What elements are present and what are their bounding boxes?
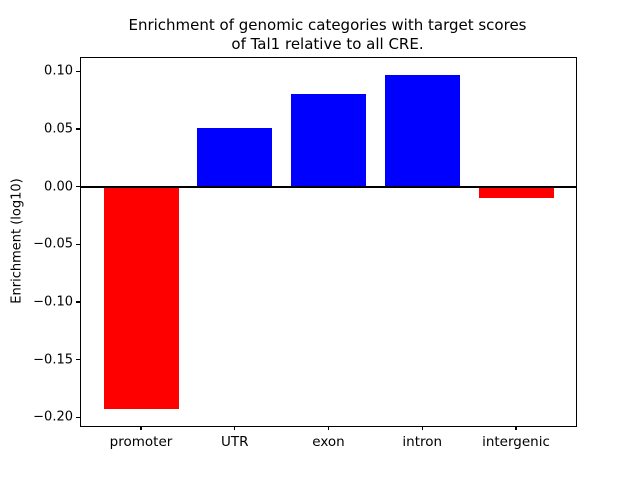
- y-tick-label: 0.10: [44, 63, 73, 79]
- y-tick-mark: [76, 301, 80, 303]
- x-tick-label-intergenic: intergenic: [482, 434, 550, 450]
- bar-UTR: [197, 127, 273, 187]
- y-tick-label: 0.05: [44, 121, 73, 137]
- x-tick-mark: [515, 426, 517, 430]
- y-tick-label: −0.10: [33, 294, 73, 310]
- x-tick-label-promoter: promoter: [109, 434, 173, 450]
- bar-promoter: [103, 186, 179, 410]
- y-tick-label: −0.20: [33, 409, 73, 425]
- bar-intergenic: [478, 186, 554, 198]
- y-tick-label: −0.05: [33, 236, 73, 252]
- bar-intron: [384, 74, 460, 187]
- plot-area: 0.10 0.05 0.00 −0.05 −0.10 −0.15 −0.20 promoter…: [33, 57, 577, 450]
- x-tick-mark: [327, 426, 330, 430]
- x-tick-label-exon: exon: [312, 434, 345, 450]
- x-tick-mark: [421, 426, 423, 430]
- y-axis-label: Enrichment (log10): [9, 178, 25, 304]
- chart-title-line-2: of Tal1 relative to all CRE.: [231, 35, 424, 53]
- x-tick-mark: [234, 426, 236, 430]
- y-tick-label: 0.00: [44, 179, 73, 195]
- x-tick-label-UTR: UTR: [220, 434, 249, 450]
- y-tick-mark: [76, 416, 80, 418]
- zero-baseline: [81, 185, 576, 188]
- x-tick-label-intron: intron: [402, 434, 443, 450]
- y-tick-mark: [76, 243, 80, 245]
- y-tick-label: −0.15: [33, 352, 73, 368]
- y-tick-mark: [76, 70, 80, 72]
- chart-title: Enrichment of genomic categories with ta…: [80, 16, 575, 54]
- y-tick-mark: [76, 128, 80, 130]
- y-tick-mark: [76, 359, 80, 361]
- y-tick-mark: [76, 186, 80, 188]
- bar-exon: [291, 94, 366, 187]
- chart-title-line-1: Enrichment of genomic categories with ta…: [128, 16, 527, 34]
- x-tick-mark: [140, 426, 142, 430]
